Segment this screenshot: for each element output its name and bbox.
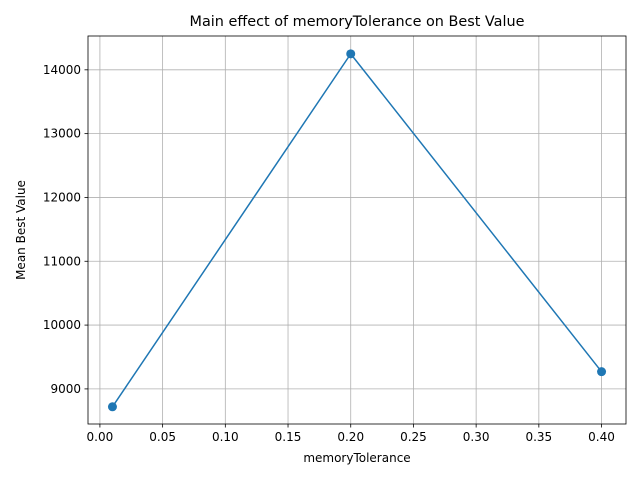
grid: [88, 36, 626, 424]
x-axis: 0.00 0.05 0.10 0.15 0.20 0.25 0.30 0.35 0.40: [87, 424, 615, 444]
x-axis-label: memoryTolerance: [303, 451, 410, 465]
x-tick-label: 0.25: [400, 430, 427, 444]
y-tick-label: 10000: [43, 318, 81, 332]
x-tick-label: 0.40: [588, 430, 615, 444]
x-tick-label: 0.15: [275, 430, 302, 444]
chart-title: Main effect of memoryTolerance on Best V…: [190, 14, 525, 30]
data-point: [597, 367, 607, 377]
series-layer: [107, 49, 607, 412]
x-tick-label: 0.35: [525, 430, 552, 444]
x-tick-label: 0.30: [463, 430, 490, 444]
x-tick-label: 0.10: [212, 430, 239, 444]
x-tick-label: 0.05: [149, 430, 176, 444]
y-axis-label: Mean Best Value: [14, 180, 28, 280]
y-axis: 9000 10000 11000 12000 13000 14000: [43, 63, 88, 396]
data-point: [346, 49, 356, 59]
plot-frame: [87, 35, 627, 425]
x-tick-label: 0.00: [87, 430, 114, 444]
series-line: [111, 52, 603, 408]
y-tick-label: 11000: [43, 254, 81, 268]
y-tick-label: 14000: [43, 63, 81, 77]
y-tick-label: 12000: [43, 190, 81, 204]
y-tick-label: 13000: [43, 127, 81, 141]
y-tick-label: 9000: [50, 382, 81, 396]
x-tick-label: 0.20: [337, 430, 364, 444]
data-point: [107, 402, 117, 412]
